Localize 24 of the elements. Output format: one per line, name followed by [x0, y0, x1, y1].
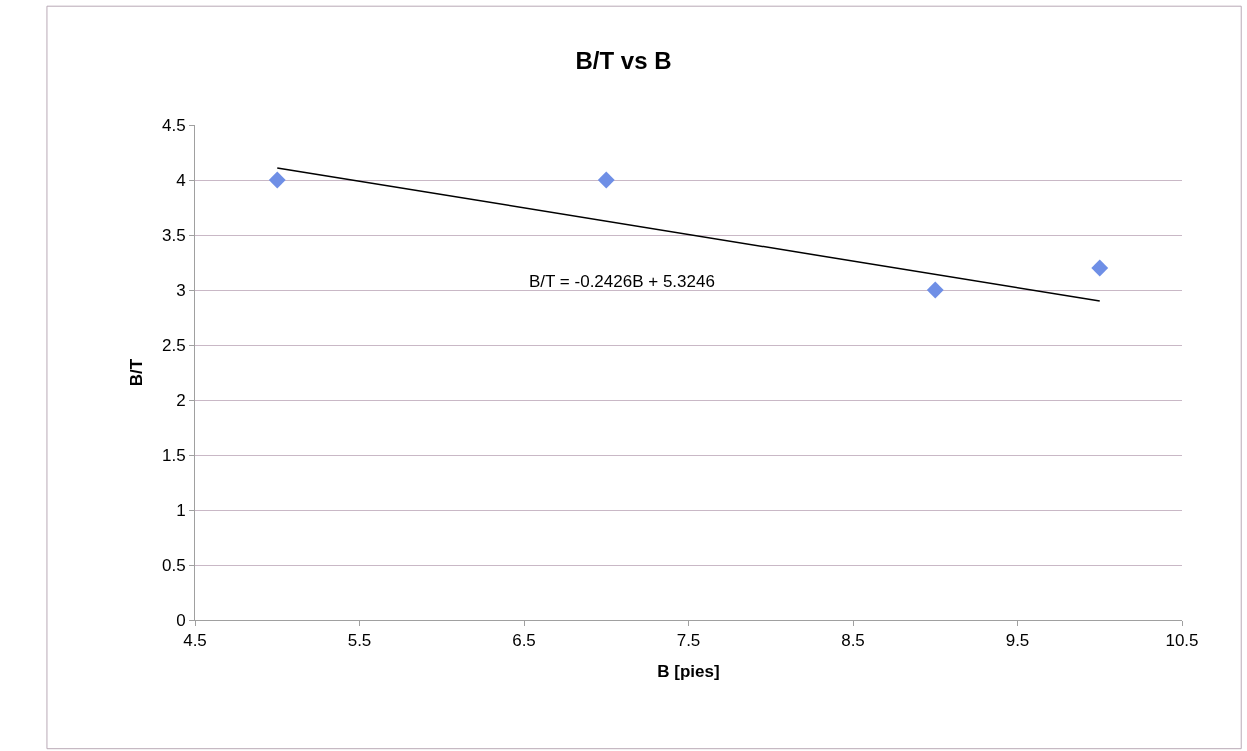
x-tick-label: 5.5 — [347, 631, 372, 651]
point — [926, 281, 944, 299]
point — [1091, 259, 1109, 277]
point — [597, 171, 615, 189]
x-tick-label: 6.5 — [512, 631, 536, 651]
x-tick-label: 8.5 — [841, 631, 865, 651]
x-tick-label: 10.5 — [1165, 631, 1199, 651]
y-tick-label: 1 — [176, 500, 186, 520]
y-tick-label: 2.5 — [161, 335, 186, 355]
x-axis-title: B [pies] — [657, 661, 720, 681]
y-tick-label: 0 — [176, 610, 186, 630]
y-tick-label: 3 — [176, 280, 186, 300]
y-tick-label: 0.5 — [161, 555, 186, 575]
y-tick-label: 3.5 — [161, 225, 186, 245]
x-tick-label: 7.5 — [676, 631, 701, 651]
chart-title: B/T vs B — [575, 47, 672, 75]
y-tick-label: 2 — [176, 390, 186, 410]
y-tick-label: 4.5 — [161, 115, 186, 135]
y-axis-title: B/T — [126, 358, 146, 387]
point — [268, 171, 286, 189]
y-tick-label: 1.5 — [161, 445, 186, 465]
y-tick-label: 4 — [176, 170, 186, 190]
x-tick-label: 9.5 — [1005, 631, 1030, 651]
annotation: B/T = -0.2426B + 5.3246 — [529, 272, 715, 291]
